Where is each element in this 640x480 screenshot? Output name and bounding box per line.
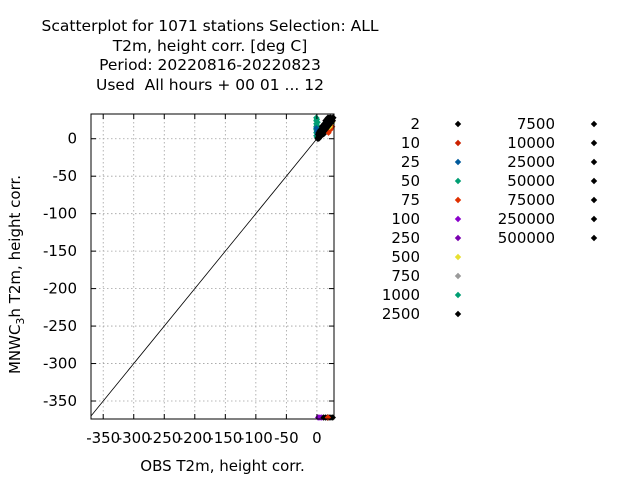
x-tick-label: -300 bbox=[117, 429, 151, 447]
x-tick-label: 0 bbox=[312, 429, 322, 447]
y-tick-label: -150 bbox=[43, 242, 77, 260]
legend-marker bbox=[454, 177, 462, 185]
x-tick-label: -250 bbox=[147, 429, 181, 447]
x-tick-label: -50 bbox=[274, 429, 299, 447]
legend-marker bbox=[454, 196, 462, 204]
legend-label: 10 bbox=[401, 134, 420, 152]
legend: 2102550751002505007501000250075001000025… bbox=[382, 115, 598, 323]
y-tick-label: 0 bbox=[67, 130, 77, 148]
legend-marker bbox=[590, 196, 598, 204]
legend-marker bbox=[590, 158, 598, 166]
legend-label: 10000 bbox=[507, 134, 555, 152]
identity-diagonal-line bbox=[90, 117, 335, 417]
legend-label: 750 bbox=[391, 267, 420, 285]
legend-label: 2 bbox=[410, 115, 420, 133]
legend-marker bbox=[590, 215, 598, 223]
legend-label: 25000 bbox=[507, 153, 555, 171]
legend-marker bbox=[454, 291, 462, 299]
legend-label: 50 bbox=[401, 172, 420, 190]
legend-label: 100 bbox=[391, 210, 420, 228]
y-axis-label-post: h T2m, height corr. bbox=[6, 175, 24, 318]
y-tick-label: -100 bbox=[43, 205, 77, 223]
grid bbox=[91, 114, 334, 419]
title-line-3: Period: 20220816-20220823 bbox=[99, 56, 321, 74]
legend-label: 7500 bbox=[517, 115, 555, 133]
chart-title: Scatterplot for 1071 stations Selection:… bbox=[0, 17, 420, 95]
y-tick-label: -300 bbox=[43, 355, 77, 373]
y-axis-label-pre: MNWC bbox=[6, 325, 24, 374]
legend-marker bbox=[454, 234, 462, 242]
x-tick-label: -100 bbox=[239, 429, 273, 447]
title-line-4: Used All hours + 00 01 ... 12 bbox=[96, 75, 324, 94]
legend-label: 250000 bbox=[498, 210, 555, 228]
legend-marker bbox=[454, 139, 462, 147]
legend-label: 25 bbox=[401, 153, 420, 171]
diagonal-line-layer bbox=[90, 117, 335, 417]
legend-label: 50000 bbox=[507, 172, 555, 190]
x-tick-label: -350 bbox=[86, 429, 120, 447]
data-point bbox=[314, 119, 321, 126]
legend-label: 75 bbox=[401, 191, 420, 209]
y-axis-label: MNWC3h T2m, height corr. bbox=[6, 175, 27, 374]
y-tick-label: -350 bbox=[43, 392, 77, 410]
data-point bbox=[313, 116, 321, 123]
legend-marker bbox=[454, 120, 462, 128]
y-tick-label: -200 bbox=[43, 280, 77, 298]
legend-marker bbox=[454, 253, 462, 261]
y-tick-label: -250 bbox=[43, 317, 77, 335]
title-line-1: Scatterplot for 1071 stations Selection:… bbox=[41, 17, 379, 35]
legend-marker bbox=[454, 158, 462, 166]
legend-marker bbox=[590, 177, 598, 185]
legend-label: 1000 bbox=[382, 286, 420, 304]
legend-label: 75000 bbox=[507, 191, 555, 209]
x-tick-label: -150 bbox=[208, 429, 242, 447]
x-axis-label: OBS T2m, height corr. bbox=[140, 457, 304, 475]
plot-frame bbox=[90, 113, 335, 420]
data-point bbox=[327, 114, 334, 121]
legend-marker bbox=[590, 139, 598, 147]
legend-label: 2500 bbox=[382, 305, 420, 323]
legend-marker bbox=[454, 215, 462, 223]
title-line-2: T2m, height corr. [deg C] bbox=[112, 36, 308, 55]
x-tick-label: -200 bbox=[178, 429, 212, 447]
legend-marker bbox=[590, 234, 598, 242]
legend-marker bbox=[590, 120, 598, 128]
legend-marker bbox=[454, 272, 462, 280]
data-point bbox=[320, 131, 327, 138]
axis-ticks: -350-300-250-200-150-100 -50 00-50-100-150… bbox=[43, 114, 334, 447]
legend-label: 500000 bbox=[498, 229, 555, 247]
legend-label: 500 bbox=[391, 248, 420, 266]
y-tick-label: -50 bbox=[53, 167, 78, 185]
legend-label: 250 bbox=[391, 229, 420, 247]
y-axis-label-sub: 3 bbox=[14, 318, 27, 325]
legend-marker bbox=[454, 310, 462, 318]
